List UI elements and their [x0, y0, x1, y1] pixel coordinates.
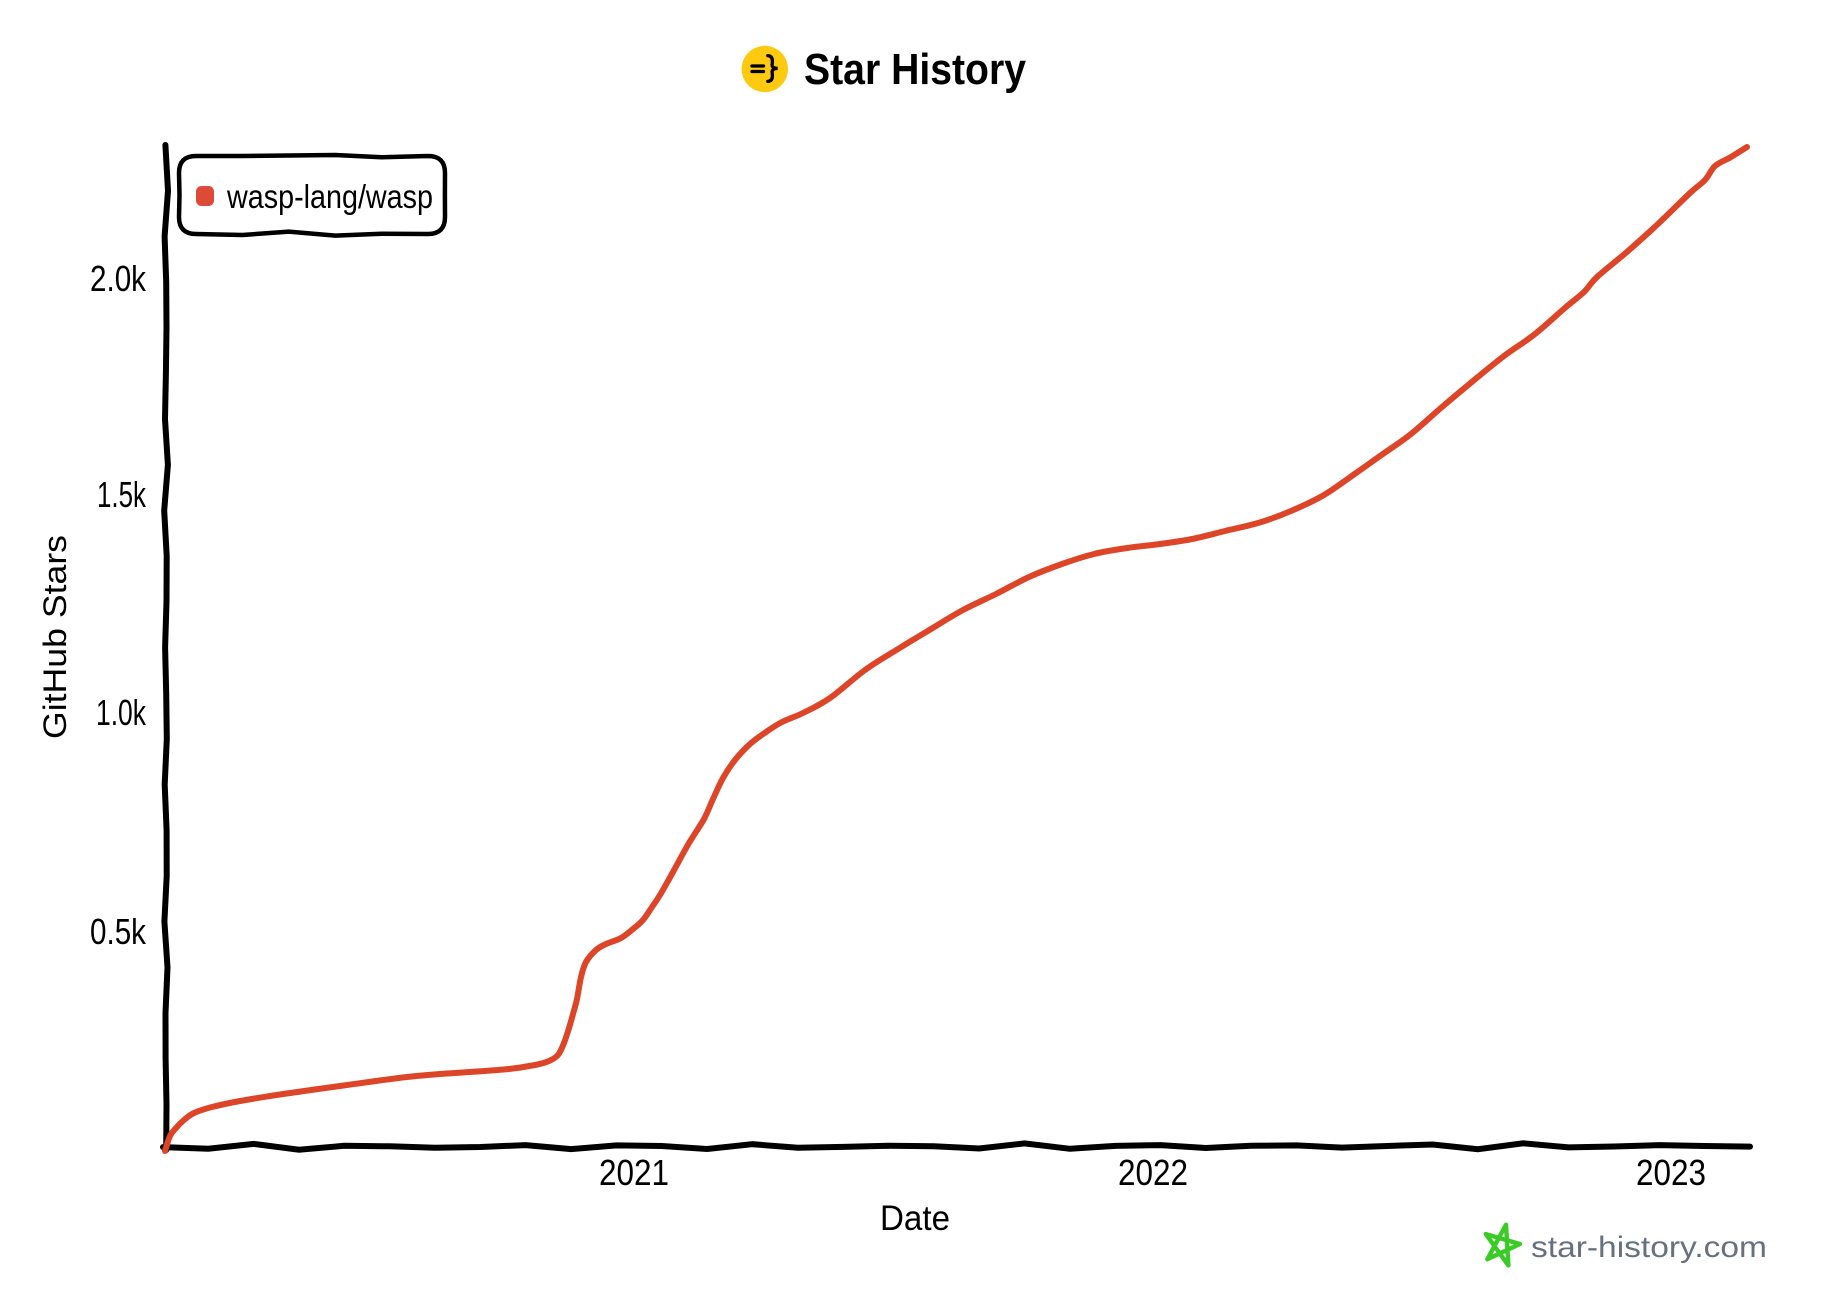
- svg-text:1.5k: 1.5k: [97, 474, 147, 515]
- svg-text:GitHub Stars: GitHub Stars: [37, 535, 73, 739]
- svg-text:0.5k: 0.5k: [90, 911, 147, 952]
- svg-text:wasp-lang/wasp: wasp-lang/wasp: [226, 178, 433, 215]
- svg-text:star-history.com: star-history.com: [1531, 1231, 1767, 1264]
- svg-text:2021: 2021: [599, 1152, 669, 1193]
- svg-text:2022: 2022: [1118, 1152, 1188, 1193]
- svg-text:1.0k: 1.0k: [96, 692, 147, 733]
- svg-text:2.0k: 2.0k: [90, 258, 147, 299]
- svg-text:Star History: Star History: [804, 45, 1026, 94]
- svg-text:2023: 2023: [1636, 1152, 1706, 1193]
- svg-text:Date: Date: [880, 1199, 950, 1238]
